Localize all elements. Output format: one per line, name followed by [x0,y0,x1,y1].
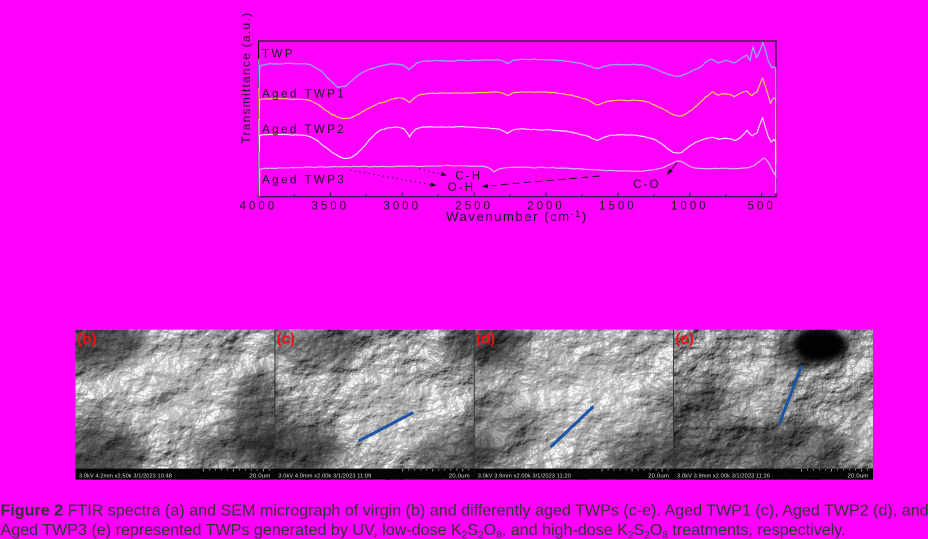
svg-text:Figure 2 FTIR spectra (a) and: Figure 2 FTIR spectra (a) and SEM microg… [1,502,928,520]
svg-text:Aged TWP3 (e) represented TWPs: Aged TWP3 (e) represented TWPs generated… [1,521,846,539]
svg-text:C-O: C-O [633,179,660,191]
svg-text:C-H: C-H [455,171,482,183]
svg-text:2000: 2000 [527,201,565,213]
svg-text:20.0um: 20.0um [648,474,669,480]
svg-text:3.0kV 4.2mm x2.50k 3/1/2023 10: 3.0kV 4.2mm x2.50k 3/1/2023 10:48 [79,474,173,480]
svg-text:Transmittance (a.u.): Transmittance (a.u.) [239,12,253,144]
svg-text:20.0um: 20.0um [249,474,270,480]
svg-text:3000: 3000 [383,201,421,213]
svg-text:(b): (b) [77,330,96,347]
svg-text:Aged TWP2: Aged TWP2 [262,124,346,136]
svg-text:4000: 4000 [240,201,278,213]
svg-text:Aged TWP1: Aged TWP1 [262,88,346,100]
svg-text:TWP: TWP [262,49,295,61]
svg-text:3.0kV 4.0mm x2.00k 3/1/2023 11: 3.0kV 4.0mm x2.00k 3/1/2023 11:09 [278,474,371,480]
svg-text:2500: 2500 [455,201,493,213]
svg-text:(e): (e) [675,330,693,347]
svg-text:(c): (c) [277,330,295,347]
svg-text:(d): (d) [476,330,495,347]
svg-text:3.0kV 3.9mm x2.00k 3/1/2023 11: 3.0kV 3.9mm x2.00k 3/1/2023 11:20 [478,474,572,480]
svg-text:20.0um: 20.0um [848,474,869,480]
svg-text:1000: 1000 [671,201,709,213]
svg-text:O-H: O-H [448,182,475,194]
svg-text:500: 500 [748,201,776,213]
svg-text:Aged TWP3: Aged TWP3 [262,175,346,187]
svg-text:20.0um: 20.0um [449,474,470,480]
svg-text:3500: 3500 [312,201,350,213]
svg-text:Wavenumber (cm-1): Wavenumber (cm-1) [446,209,588,224]
svg-text:3.0kV 3.9mm x2.00k 3/1/2023 11: 3.0kV 3.9mm x2.00k 3/1/2023 11:26 [677,474,771,480]
svg-text:1500: 1500 [599,201,637,213]
